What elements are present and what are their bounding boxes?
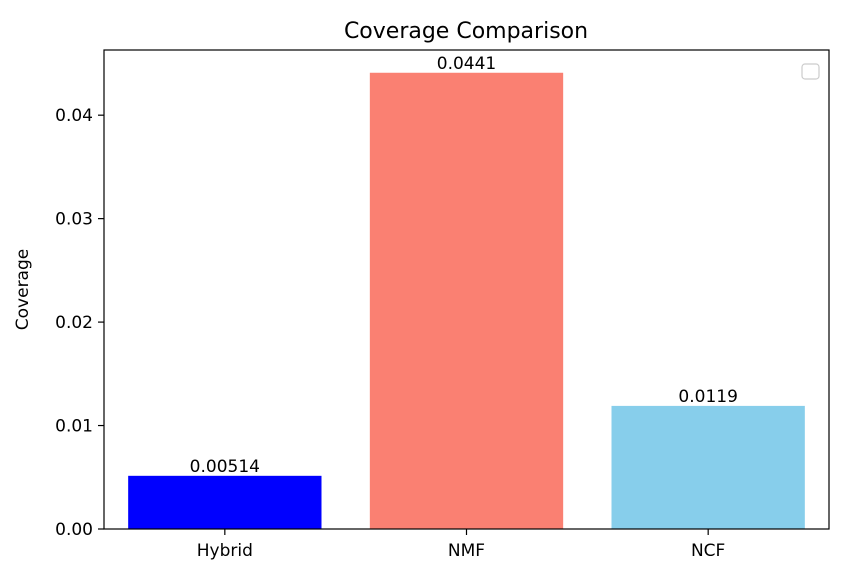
bar-ncf [611,405,805,529]
plot-area: 0.00514 Hybrid 0.0441 NMF 0.0119 NCF 0.00 0.01 0… [55,49,830,561]
legend-box [801,63,820,80]
x-tick-label-nmf: NMF [448,541,485,561]
y-tick-label-3: 0.03 [55,210,93,230]
y-tick-label-1: 0.01 [55,417,93,437]
x-tick-label-ncf: NCF [691,541,725,561]
y-axis-label: Coverage [13,249,33,330]
data-label-nmf: 0.0441 [437,54,496,74]
data-label-hybrid: 0.00514 [190,457,260,477]
plot-frame [103,49,830,530]
y-tick-label-2: 0.02 [55,313,93,333]
y-tick-label-4: 0.04 [55,106,93,126]
chart-title: Coverage Comparison [344,19,588,44]
y-tick-label-0: 0.00 [55,520,93,540]
data-label-ncf: 0.0119 [678,387,737,407]
bar-hybrid [128,475,322,529]
bar-nmf [369,72,564,529]
x-tick-label-hybrid: Hybrid [197,541,253,561]
